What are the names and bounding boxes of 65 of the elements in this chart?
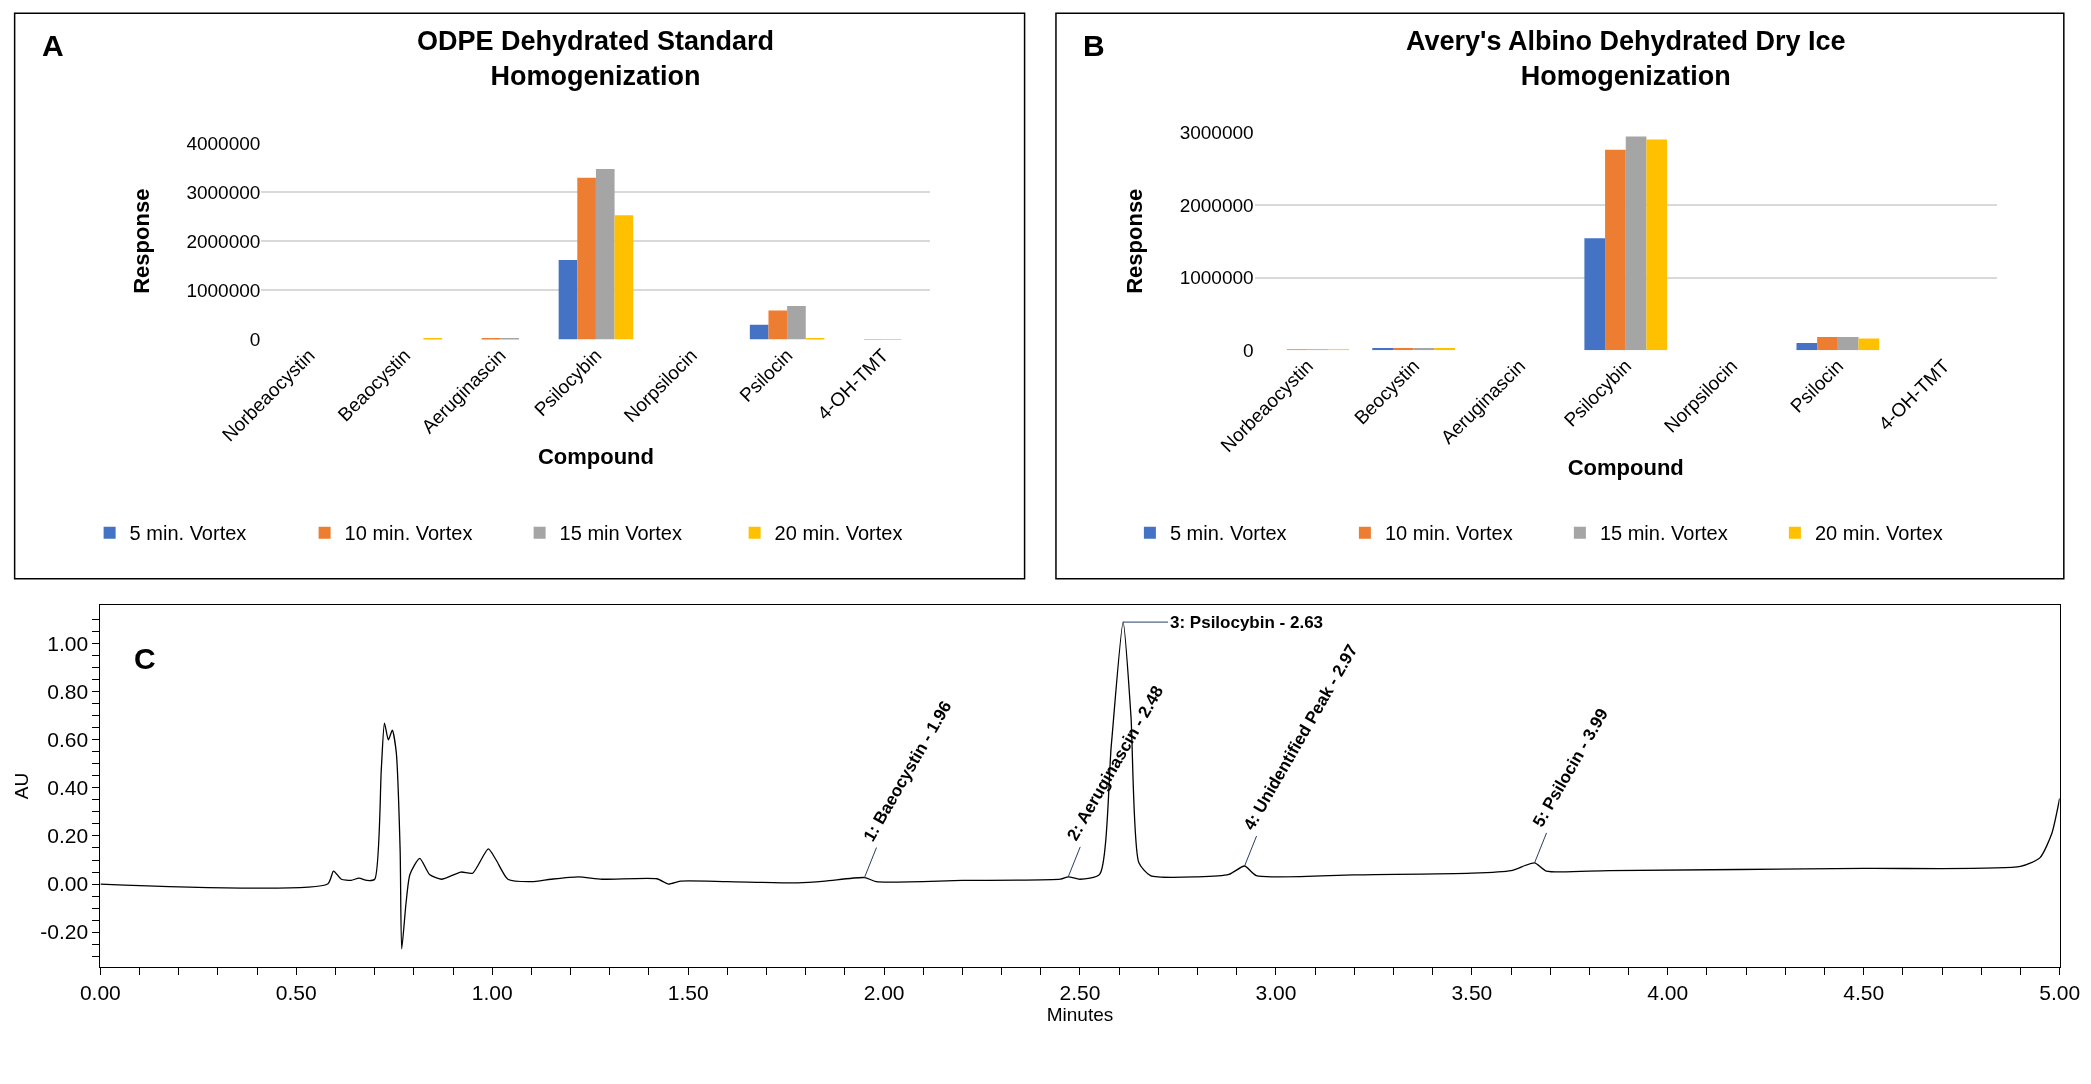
x-tick-label: 1.50: [667, 980, 709, 1004]
y-tick-label: 3000000: [1179, 121, 1254, 143]
bar: [1605, 149, 1626, 351]
bar: [749, 324, 769, 340]
legend-label: 20 min. Vortex: [774, 522, 903, 545]
bar: [1625, 136, 1647, 351]
bar: [1817, 337, 1838, 351]
bar: [1796, 342, 1818, 351]
y-tick-label: 2000000: [1179, 194, 1254, 216]
chart-title: ODPE Dehydrated Standard Homogenization: [417, 26, 775, 92]
y-tick-label: 1.00: [47, 632, 89, 656]
bar: [1858, 338, 1880, 351]
bar: [595, 168, 615, 340]
legend-label: 15 min. Vortex: [1599, 522, 1728, 545]
x-axis-title: Compound: [1567, 454, 1684, 480]
legend-label: 10 min. Vortex: [1384, 522, 1513, 545]
y-tick-label: 0.80: [47, 680, 89, 704]
y-tick-label: 0: [1243, 339, 1254, 361]
y-tick-label: 2000000: [186, 230, 261, 252]
bar: [1372, 347, 1393, 351]
bar: [614, 215, 634, 340]
bar: [1837, 337, 1859, 351]
y-tick-label: 0: [249, 329, 261, 351]
x-tick-label: 0.00: [79, 980, 121, 1004]
x-tick-label: 2.50: [1059, 980, 1101, 1004]
legend-label: 15 min Vortex: [559, 522, 682, 545]
annotation: C: [134, 642, 156, 675]
bar: [787, 306, 806, 340]
x-tick-label: 0.50: [275, 980, 317, 1004]
y-axis-title: AU: [11, 772, 33, 800]
x-tick-label: 4.50: [1843, 980, 1885, 1004]
text: B: [1083, 29, 1105, 62]
x-tick-label: 3.50: [1451, 980, 1493, 1004]
x-tick-label: 5.00: [2039, 980, 2081, 1004]
bar: [1392, 347, 1414, 351]
x-axis-title: Compound: [537, 444, 654, 470]
bar: [577, 177, 596, 340]
x-tick-label: 2.00: [863, 980, 905, 1004]
text: A: [42, 29, 64, 62]
x-axis-title: Minutes: [1046, 1003, 1114, 1025]
legend-label: 5 min. Vortex: [129, 522, 247, 545]
legend-label: 5 min. Vortex: [1169, 522, 1287, 545]
annotation: 3: Psilocybin - 2.63: [1170, 613, 1324, 632]
y-tick-label: 3000000: [186, 181, 261, 203]
y-axis-title: Response: [129, 188, 155, 294]
y-tick-label: 0.20: [47, 824, 89, 848]
x-tick-label: 4.00: [1647, 980, 1689, 1004]
y-tick-label: 1000000: [186, 280, 261, 302]
bar: [558, 259, 578, 340]
bar: [768, 310, 788, 340]
bar: [1584, 238, 1606, 351]
y-tick-label: -0.20: [40, 920, 89, 944]
y-tick-label: 0.40: [47, 776, 89, 800]
y-tick-label: 4000000: [186, 132, 261, 154]
legend-label: 20 min. Vortex: [1814, 522, 1943, 545]
x-tick-label: 3.00: [1255, 980, 1297, 1004]
legend-label: 10 min. Vortex: [344, 522, 473, 545]
y-axis-title: Response: [1122, 188, 1148, 294]
y-tick-label: 1000000: [1179, 267, 1254, 289]
bar: [1434, 347, 1456, 351]
x-tick-label: 1.00: [471, 980, 513, 1004]
y-tick-label: 0.60: [47, 728, 89, 752]
y-tick-label: 0.00: [47, 872, 89, 896]
bar: [1646, 139, 1668, 351]
chart-title: Avery's Albino Dehydrated Dry Ice Homogenization: [1406, 26, 1846, 92]
